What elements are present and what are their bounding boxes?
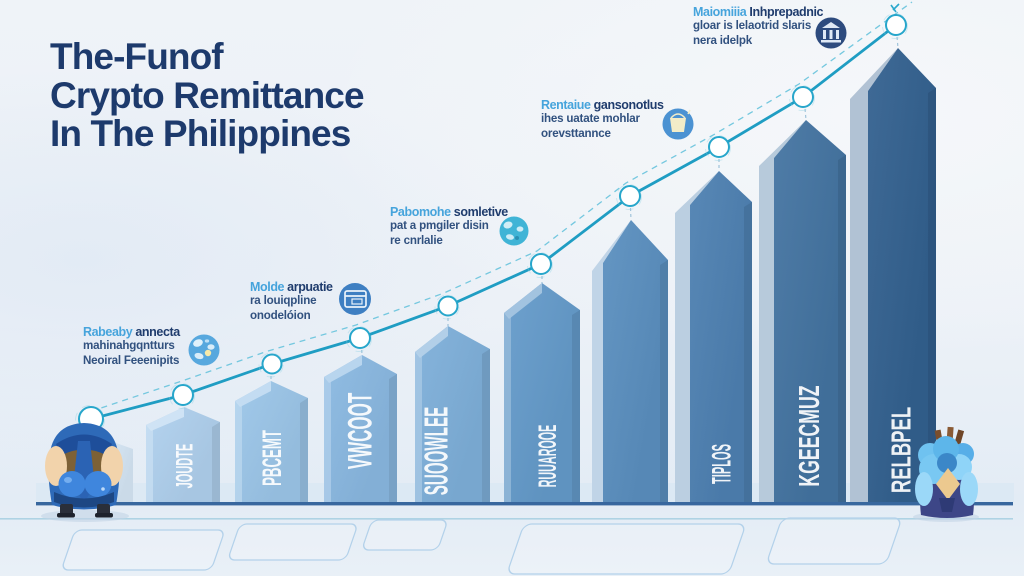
svg-text:KGEECMUZ: KGEECMUZ xyxy=(794,385,827,486)
svg-text:RELBPEL: RELBPEL xyxy=(887,407,918,493)
svg-text:VWCOOT: VWCOOT xyxy=(341,392,379,469)
svg-text:RUUAROOE: RUUAROOE xyxy=(535,425,562,488)
svg-text:PBCEMT: PBCEMT xyxy=(257,430,287,486)
svg-text:SUOOWLEE: SUOOWLEE xyxy=(419,407,455,496)
svg-text:JOUDTE: JOUDTE xyxy=(171,444,198,489)
svg-text:TIPLOS: TIPLOS xyxy=(707,444,737,484)
